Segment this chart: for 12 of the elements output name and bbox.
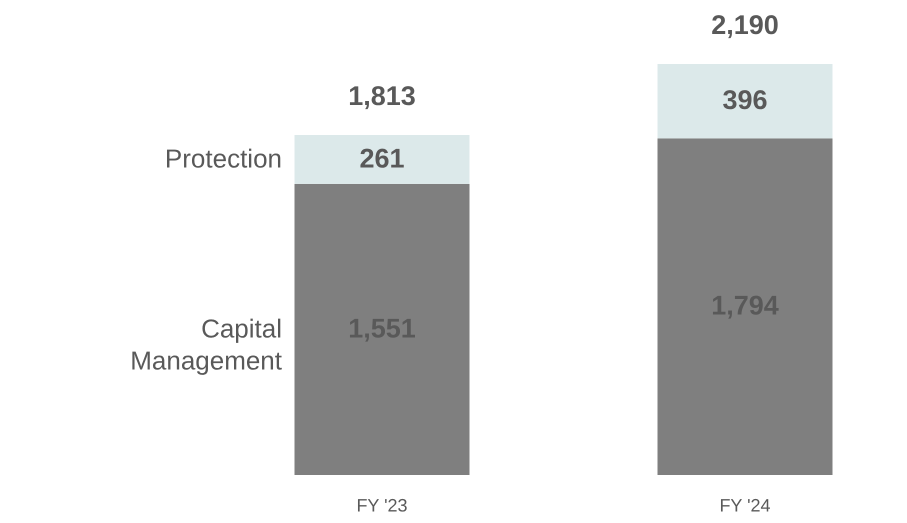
data-label: 261	[359, 143, 405, 174]
bar	[294, 134, 470, 184]
x-tick-label: FY '24	[719, 496, 771, 516]
series-label: Capital Management	[130, 313, 283, 376]
bar	[294, 184, 470, 475]
series-label: Protection	[164, 143, 282, 174]
data-label: 396	[722, 85, 768, 116]
total-label: 1,813	[348, 80, 416, 111]
bar	[658, 138, 832, 475]
bar	[658, 64, 832, 138]
x-tick-label: FY '23	[356, 496, 408, 516]
total-label: 2,190	[711, 10, 779, 40]
